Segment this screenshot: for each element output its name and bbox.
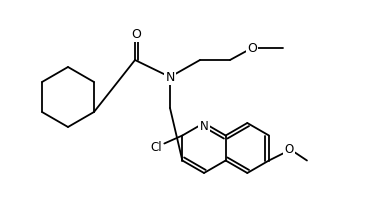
Text: N: N (165, 70, 175, 84)
Text: O: O (247, 42, 257, 54)
Text: O: O (284, 143, 294, 156)
Text: O: O (131, 28, 141, 41)
Text: Cl: Cl (151, 141, 162, 154)
Text: N: N (199, 120, 208, 132)
